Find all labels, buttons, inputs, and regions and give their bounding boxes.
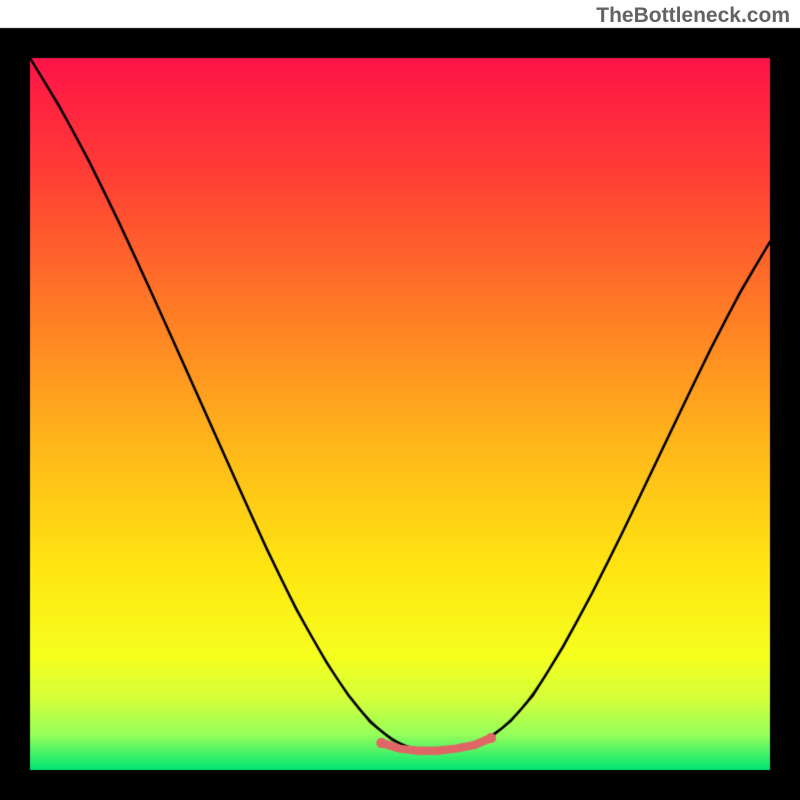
bottleneck-chart-canvas <box>0 0 800 800</box>
chart-container: TheBottleneck.com <box>0 0 800 800</box>
watermark-text: TheBottleneck.com <box>596 4 790 28</box>
